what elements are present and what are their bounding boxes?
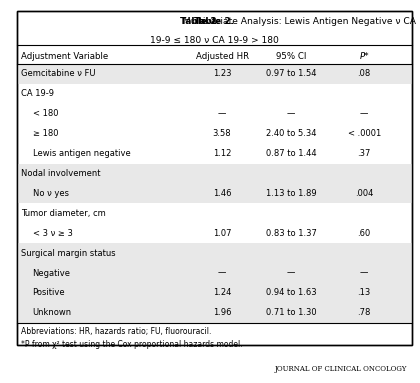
Text: .08: .08: [357, 69, 371, 79]
Text: 1.96: 1.96: [213, 308, 231, 318]
Text: < .0001: < .0001: [348, 129, 381, 138]
Bar: [17, 64, 412, 84]
Text: JOURNAL OF CLINICAL ONCOLOGY: JOURNAL OF CLINICAL ONCOLOGY: [275, 365, 407, 373]
Text: —: —: [218, 268, 226, 278]
Text: 3.58: 3.58: [213, 129, 231, 138]
Text: 19-9 ≤ 180 ν CA 19-9 > 180: 19-9 ≤ 180 ν CA 19-9 > 180: [150, 36, 278, 44]
Bar: [17, 243, 412, 263]
Text: Surgical margin status: Surgical margin status: [21, 249, 116, 258]
Bar: [17, 303, 412, 323]
Text: ≥ 180: ≥ 180: [32, 129, 58, 138]
Text: Table 2.: Table 2.: [194, 17, 234, 26]
Text: 1.07: 1.07: [213, 229, 231, 238]
Bar: [17, 11, 412, 345]
Text: Negative: Negative: [32, 268, 71, 278]
Bar: [17, 164, 412, 183]
Text: Tumor diameter, cm: Tumor diameter, cm: [21, 209, 105, 218]
Text: 1.12: 1.12: [213, 149, 231, 158]
Text: —: —: [360, 109, 368, 118]
Bar: [17, 263, 412, 283]
Text: 1.13 to 1.89: 1.13 to 1.89: [266, 189, 317, 198]
Text: .37: .37: [357, 149, 371, 158]
Text: 1.23: 1.23: [213, 69, 231, 79]
Text: —: —: [287, 109, 295, 118]
Text: No ν yes: No ν yes: [32, 189, 68, 198]
Text: 0.97 to 1.54: 0.97 to 1.54: [266, 69, 316, 79]
Text: .78: .78: [357, 308, 371, 318]
Bar: [17, 11, 412, 345]
Text: Positive: Positive: [32, 288, 65, 298]
Text: Nodal involvement: Nodal involvement: [21, 169, 100, 178]
Text: CA 19-9: CA 19-9: [21, 89, 54, 98]
Text: Multivariate Analysis: Lewis Antigen Negative ν CA: Multivariate Analysis: Lewis Antigen Neg…: [180, 17, 416, 26]
Text: 0.83 to 1.37: 0.83 to 1.37: [266, 229, 317, 238]
Text: P*: P*: [360, 52, 369, 61]
Text: 1.24: 1.24: [213, 288, 231, 298]
Text: —: —: [287, 268, 295, 278]
Text: 2.40 to 5.34: 2.40 to 5.34: [266, 129, 316, 138]
Text: < 3 ν ≥ 3: < 3 ν ≥ 3: [32, 229, 72, 238]
Text: Adjustment Variable: Adjustment Variable: [21, 52, 108, 61]
Text: .60: .60: [357, 229, 371, 238]
Text: .13: .13: [357, 288, 371, 298]
Text: 95% CI: 95% CI: [276, 52, 306, 61]
Text: 0.87 to 1.44: 0.87 to 1.44: [266, 149, 317, 158]
Text: Adjusted HR: Adjusted HR: [196, 52, 249, 61]
Text: Abbreviations: HR, hazards ratio; FU, fluorouracil.: Abbreviations: HR, hazards ratio; FU, fl…: [21, 327, 211, 336]
Text: 1.46: 1.46: [213, 189, 231, 198]
Text: < 180: < 180: [32, 109, 58, 118]
Text: 0.94 to 1.63: 0.94 to 1.63: [266, 288, 317, 298]
Text: Unknown: Unknown: [32, 308, 72, 318]
Text: *P from χ² test using the Cox proportional hazards model.: *P from χ² test using the Cox proportion…: [21, 340, 243, 349]
Text: 0.71 to 1.30: 0.71 to 1.30: [266, 308, 317, 318]
Text: —: —: [360, 268, 368, 278]
Text: Lewis antigen negative: Lewis antigen negative: [32, 149, 130, 158]
Text: —: —: [218, 109, 226, 118]
Text: .004: .004: [355, 189, 373, 198]
Text: Table 2.: Table 2.: [180, 17, 220, 26]
Bar: [17, 183, 412, 203]
Text: Gemcitabine ν FU: Gemcitabine ν FU: [21, 69, 95, 79]
Bar: [17, 283, 412, 303]
